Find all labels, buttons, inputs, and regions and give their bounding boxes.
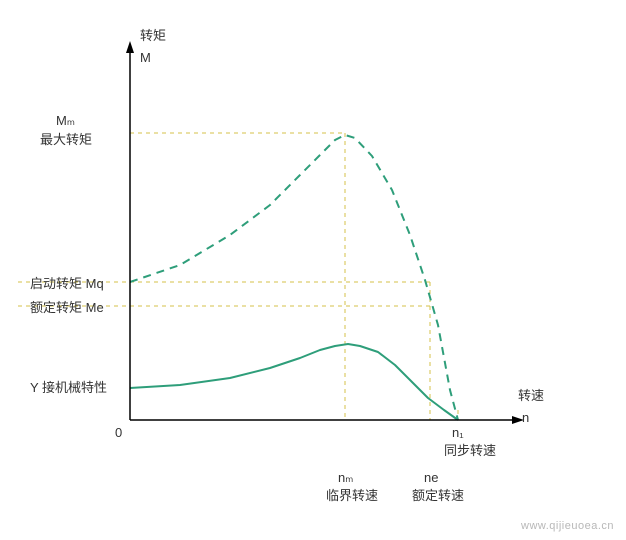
label-n1-text: 同步转速 xyxy=(444,443,496,458)
y-curve xyxy=(130,344,458,420)
origin-label: 0 xyxy=(115,425,122,440)
y-axis-symbol: M xyxy=(140,50,151,65)
label-Mq: 启动转矩 Mq xyxy=(30,276,104,291)
label-Mm-text: 最大转矩 xyxy=(40,132,92,147)
label-ne-symbol: ne xyxy=(424,470,438,485)
x-axis-symbol: n xyxy=(522,410,529,425)
label-nm-symbol: nₘ xyxy=(338,470,353,485)
torque-speed-chart: 转矩 M 转速 n 0 Mₘ 最大转矩 启动转矩 Mq 额定转矩 Me Y 接机… xyxy=(0,0,626,540)
label-Y: Y 接机械特性 xyxy=(30,380,107,395)
label-n1-symbol: n₁ xyxy=(452,425,464,440)
watermark: www.qijieuoea.cn xyxy=(521,520,614,532)
label-Me: 额定转矩 Me xyxy=(30,300,104,315)
delta-curve xyxy=(130,135,458,420)
x-axis-title: 转速 xyxy=(518,388,544,403)
label-ne-text: 额定转速 xyxy=(412,488,464,503)
label-nm-text: 临界转速 xyxy=(326,488,378,503)
y-axis-title: 转矩 xyxy=(140,28,166,43)
label-Mm-symbol: Mₘ xyxy=(56,113,75,128)
y-axis-arrow-icon xyxy=(126,41,134,53)
axes xyxy=(126,41,524,424)
